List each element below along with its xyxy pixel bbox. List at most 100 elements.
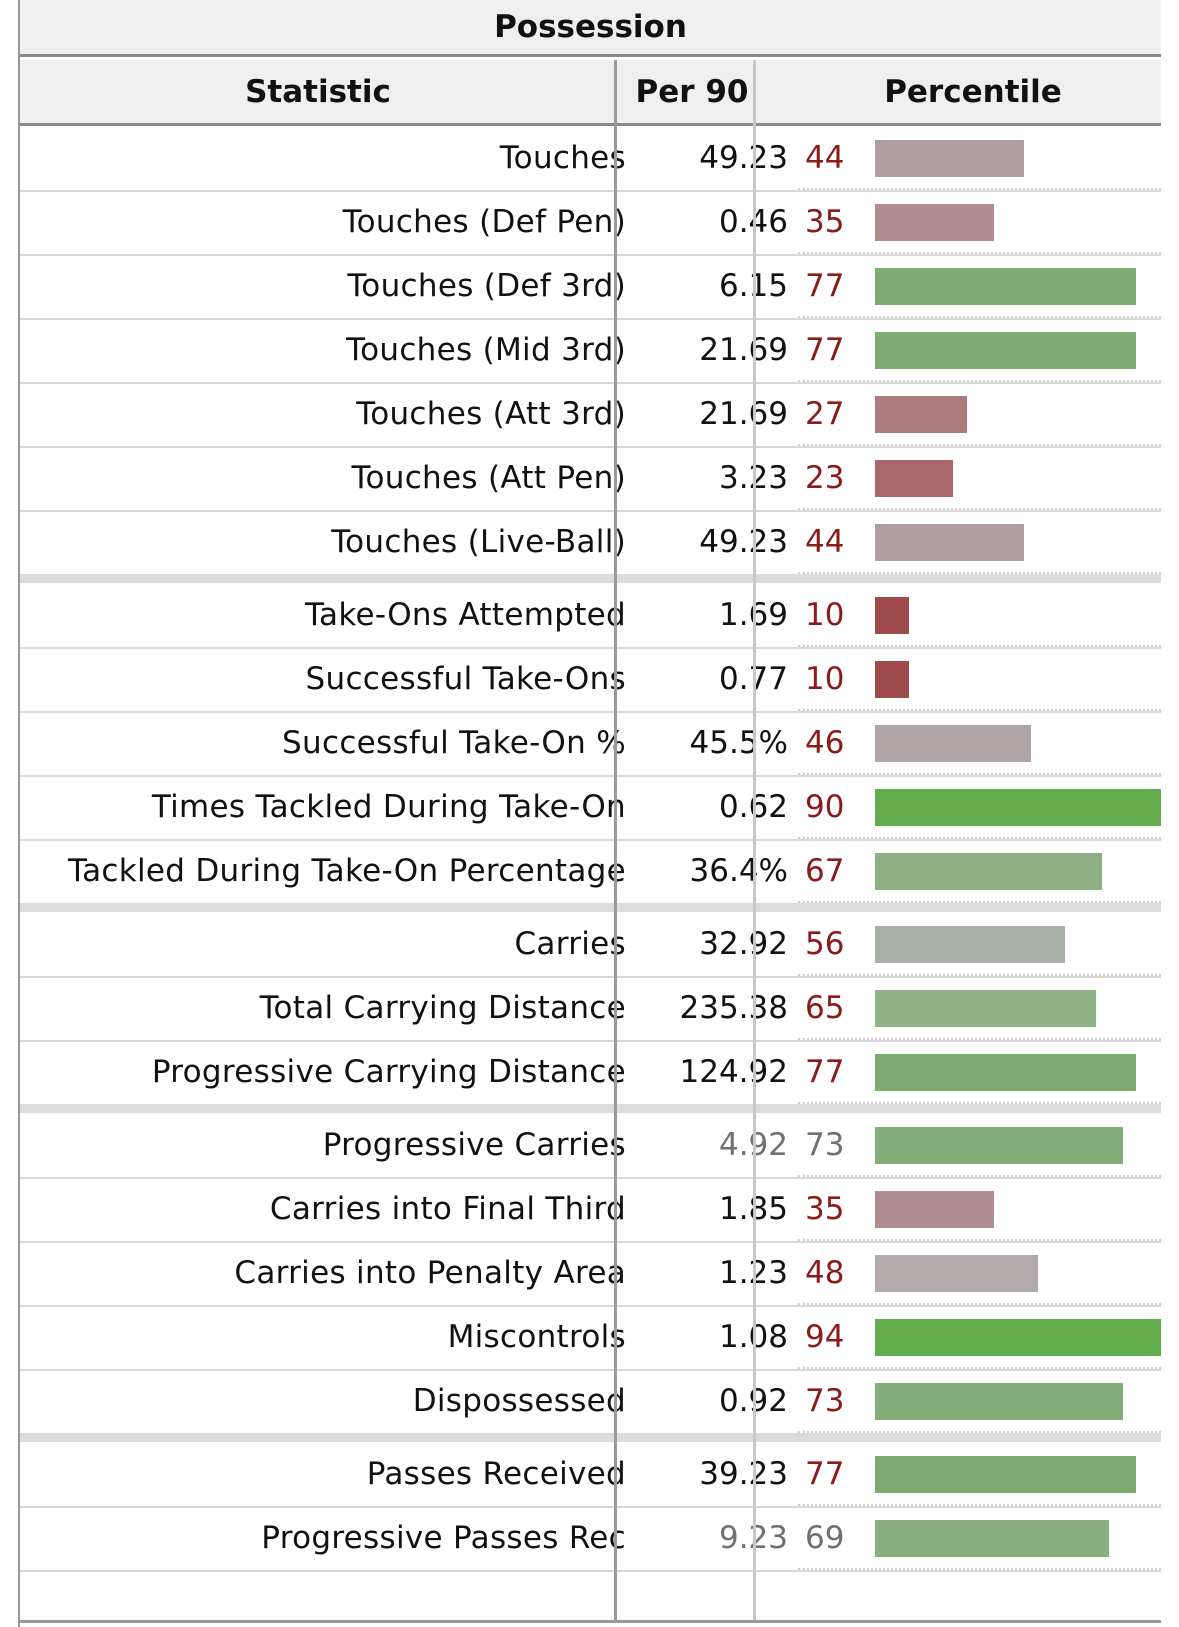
group-separator [20, 1433, 1161, 1442]
percentile-cell [798, 254, 1161, 318]
percentile-cell [798, 976, 1161, 1040]
table-row: Touches (Live-Ball) 49.23 44 [20, 510, 1161, 576]
stat-name: Touches (Att Pen) [351, 460, 626, 496]
percentile-bar [875, 524, 1024, 561]
percentile-cell [798, 647, 1161, 711]
per90-value: 21.69 [699, 332, 788, 368]
table-title: Possession [20, 0, 1161, 57]
per90-value: 32.92 [699, 926, 788, 962]
table-row: Take-Ons Attempted 1.69 10 [20, 583, 1161, 649]
percentile-bar [875, 990, 1096, 1027]
percentile-bar [875, 396, 967, 433]
table-row: Successful Take-On % 45.5% 46 [20, 711, 1161, 777]
percentile-cell [798, 126, 1161, 190]
table-row: Carries 32.92 56 [20, 912, 1161, 978]
table-bottom-border [20, 1620, 1161, 1623]
stat-name: Progressive Passes Rec [261, 1520, 626, 1556]
percentile-value: 44 [805, 140, 845, 176]
percentile-value: 27 [805, 396, 845, 432]
percentile-cell [798, 1040, 1161, 1104]
group-separator [20, 574, 1161, 583]
percentile-value: 35 [805, 1191, 845, 1227]
percentile-value: 44 [805, 524, 845, 560]
percentile-cell [798, 839, 1161, 903]
percentile-cell [798, 1241, 1161, 1305]
percentile-bar [875, 597, 909, 634]
stat-name: Touches (Att 3rd) [356, 396, 626, 432]
stat-name: Dispossessed [412, 1383, 626, 1419]
percentile-bar [875, 140, 1024, 177]
per90-value: 0.62 [640, 775, 788, 839]
percentile-bar [875, 1383, 1123, 1420]
percentile-value: 73 [805, 1383, 845, 1419]
percentile-cell [798, 1442, 1161, 1506]
percentile-value: 56 [805, 926, 845, 962]
table-row: Touches 49.23 44 [20, 126, 1161, 192]
percentile-cell [798, 775, 1161, 839]
percentile-bar [875, 789, 1161, 826]
percentile-bar [875, 1456, 1136, 1493]
percentile-cell [798, 318, 1161, 382]
table-row: Touches (Att 3rd) 21.69 27 [20, 382, 1161, 448]
per90-value: 235.38 [679, 990, 788, 1026]
stat-name: Touches [499, 140, 626, 176]
per90-value: 36.4% [689, 853, 788, 889]
percentile-value: 77 [805, 1054, 845, 1090]
table-row: Touches (Mid 3rd) 21.69 77 [20, 318, 1161, 384]
percentile-cell [798, 711, 1161, 775]
header-per90[interactable]: Per 90 [635, 73, 749, 110]
table-row: Tackled During Take-On Percentage 36.4% 67 [20, 839, 1161, 905]
stats-table: Possession Statistic Per 90 Percentile T… [18, 0, 1179, 1627]
per90-value: 0.46 [640, 190, 788, 254]
group-separator [20, 903, 1161, 912]
percentile-cell [798, 190, 1161, 254]
percentile-value: 94 [805, 1319, 845, 1355]
stat-name: Successful Take-On % [282, 725, 626, 761]
percentile-value: 65 [805, 990, 845, 1026]
stat-name: Progressive Carrying Distance [151, 1054, 626, 1090]
per90-value: 1.69 [640, 583, 788, 647]
per90-value: 9.23 [640, 1506, 788, 1570]
percentile-cell [798, 1506, 1161, 1570]
per90-value: 21.69 [699, 396, 788, 432]
table-row: Touches (Att Pen) 3.23 23 [20, 446, 1161, 512]
percentile-cell [798, 583, 1161, 647]
group-separator [20, 1104, 1161, 1113]
table-row: Touches (Def 3rd) 6.15 77 [20, 254, 1161, 320]
per90-value: 0.77 [640, 647, 788, 711]
percentile-value: 77 [805, 332, 845, 368]
table-row: Progressive Carries 4.92 73 [20, 1113, 1161, 1179]
percentile-bar [875, 661, 909, 698]
table-row: Times Tackled During Take-On 0.62 90 [20, 775, 1161, 841]
table-row: Miscontrols 1.08 94 [20, 1305, 1161, 1371]
percentile-bar [875, 1255, 1038, 1292]
per90-value: 6.15 [640, 254, 788, 318]
percentile-value: 35 [805, 204, 845, 240]
stat-name: Miscontrols [447, 1319, 626, 1355]
percentile-bar [875, 1319, 1161, 1356]
per90-value: 3.23 [640, 446, 788, 510]
table-row: Dispossessed 0.92 73 [20, 1369, 1161, 1435]
percentile-bar [875, 1191, 994, 1228]
table-row: Carries into Final Third 1.85 35 [20, 1177, 1161, 1243]
percentile-value: 69 [805, 1520, 845, 1556]
per90-value: 0.92 [640, 1369, 788, 1433]
percentile-value: 67 [805, 853, 845, 889]
table-row: Touches (Def Pen) 0.46 35 [20, 190, 1161, 256]
percentile-bar [875, 1127, 1123, 1164]
per90-value: 124.92 [679, 1054, 788, 1090]
stat-name: Tackled During Take-On Percentage [67, 853, 626, 889]
stat-name: Carries into Penalty Area [234, 1255, 626, 1291]
header-statistic[interactable]: Statistic [245, 73, 391, 110]
table-header: Statistic Per 90 Percentile [20, 60, 1161, 126]
per90-value: 45.5% [689, 725, 788, 761]
percentile-cell [798, 446, 1161, 510]
percentile-cell [798, 1113, 1161, 1177]
per90-value: 4.92 [640, 1113, 788, 1177]
header-percentile[interactable]: Percentile [884, 73, 1062, 110]
table-row: Successful Take-Ons 0.77 10 [20, 647, 1161, 713]
stat-name: Touches (Def Pen) [342, 204, 626, 240]
per90-value: 49.23 [699, 524, 788, 560]
stat-name: Total Carrying Distance [259, 990, 626, 1026]
percentile-bar [875, 1054, 1136, 1091]
